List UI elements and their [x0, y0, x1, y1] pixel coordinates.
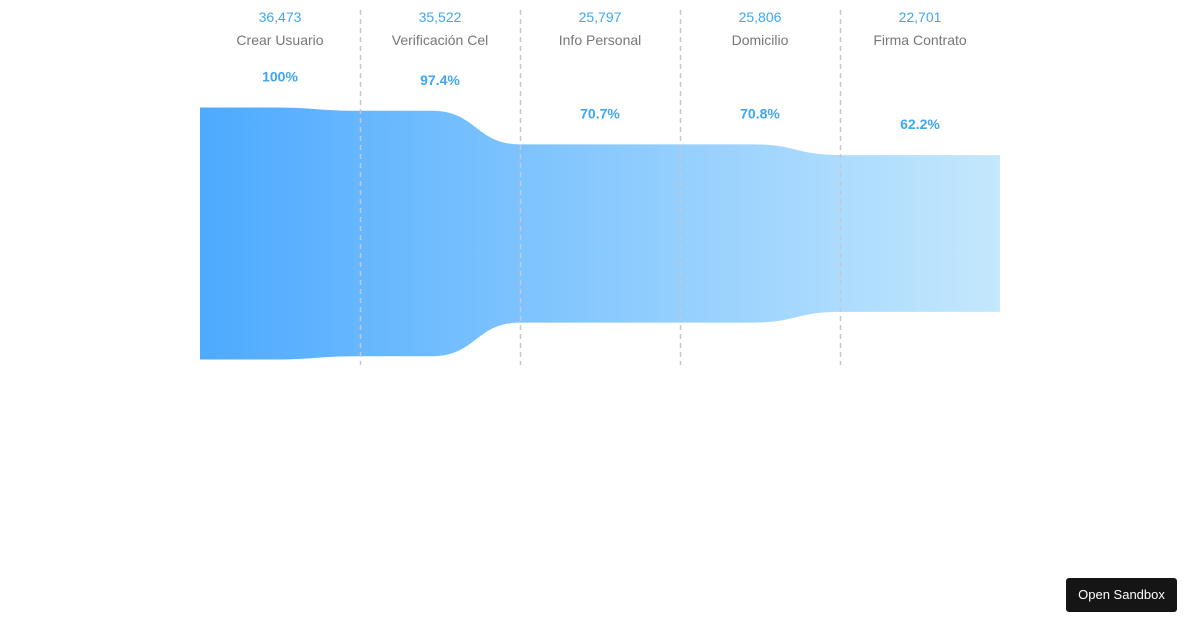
stage-value-label: 25,797 — [579, 9, 622, 25]
stage-percent-label: 70.8% — [740, 105, 780, 121]
stage-value-label: 36,473 — [259, 9, 302, 25]
stage-category-label: Info Personal — [559, 32, 642, 48]
stage-category-label: Verificación Cel — [392, 32, 489, 48]
stage-percent-label: 100% — [262, 69, 298, 85]
stage-category-label: Crear Usuario — [236, 32, 323, 48]
stage-percent-label: 70.7% — [580, 105, 620, 121]
stage-percent-label: 62.2% — [900, 116, 940, 132]
stage-category-label: Domicilio — [732, 32, 789, 48]
stage-percent-label: 97.4% — [420, 72, 460, 88]
open-sandbox-button[interactable]: Open Sandbox — [1066, 578, 1177, 612]
stage-category-label: Firma Contrato — [873, 32, 967, 48]
stage-value-label: 25,806 — [739, 9, 782, 25]
funnel-area — [200, 107, 1000, 360]
stage-value-label: 22,701 — [899, 9, 942, 25]
stage-value-label: 35,522 — [419, 9, 462, 25]
